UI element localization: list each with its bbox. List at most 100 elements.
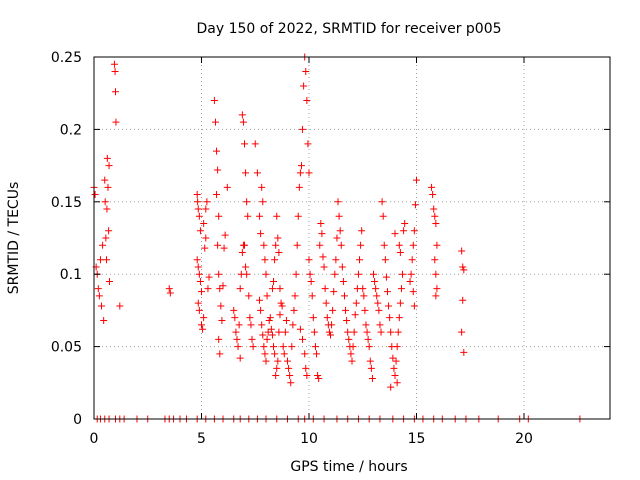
- data-point: [101, 176, 109, 184]
- data-point: [302, 67, 310, 75]
- x-tick-label: 5: [197, 431, 206, 447]
- data-point: [292, 270, 300, 278]
- data-point: [238, 248, 246, 256]
- grid-lines: [94, 56, 610, 419]
- y-tick-label: 0.25: [51, 50, 82, 66]
- data-point: [268, 331, 276, 339]
- data-point: [281, 328, 289, 336]
- data-point: [194, 205, 202, 213]
- axis-ticks: 0 5 10 15 20 0 0.05 0.1 0.15 0.2 0.25: [51, 50, 610, 447]
- data-point: [116, 302, 124, 310]
- data-point: [290, 306, 298, 314]
- data-point: [376, 321, 384, 329]
- data-point: [372, 285, 380, 293]
- data-point: [309, 314, 317, 322]
- data-point: [347, 350, 355, 358]
- data-point: [413, 176, 420, 184]
- data-point: [215, 270, 223, 278]
- data-point: [380, 241, 388, 249]
- data-point: [271, 256, 279, 264]
- data-point: [99, 241, 107, 249]
- data-point: [200, 220, 208, 228]
- data-point: [344, 328, 352, 336]
- data-point: [429, 191, 437, 199]
- data-point: [387, 328, 395, 336]
- data-point: [459, 263, 467, 271]
- data-point: [285, 364, 293, 372]
- data-point: [220, 244, 228, 252]
- data-point: [263, 292, 271, 300]
- data-point: [378, 198, 386, 206]
- data-point: [231, 314, 239, 322]
- data-point: [304, 140, 312, 148]
- data-point: [261, 256, 269, 264]
- data-point: [270, 343, 278, 351]
- data-point: [194, 198, 202, 206]
- data-point: [293, 241, 301, 249]
- data-point: [407, 270, 415, 278]
- data-point: [242, 169, 250, 177]
- data-point: [393, 343, 401, 351]
- data-point: [110, 60, 118, 68]
- data-point: [340, 292, 348, 300]
- data-point: [345, 335, 353, 343]
- data-point: [300, 82, 308, 90]
- data-point: [406, 277, 414, 285]
- data-point: [236, 354, 244, 362]
- data-point: [318, 230, 326, 238]
- data-point: [391, 230, 399, 238]
- data-point: [235, 321, 243, 329]
- data-point: [259, 331, 267, 339]
- data-point: [91, 191, 99, 199]
- data-point: [196, 277, 204, 285]
- data-point: [431, 212, 439, 220]
- data-point: [105, 227, 113, 235]
- data-point: [218, 317, 226, 325]
- data-point: [385, 302, 393, 310]
- data-point: [288, 343, 296, 351]
- data-point: [112, 88, 119, 96]
- data-point: [316, 241, 324, 249]
- data-point: [307, 277, 315, 285]
- data-point: [198, 321, 205, 329]
- data-point: [111, 67, 119, 75]
- data-point: [321, 285, 329, 293]
- data-point: [232, 328, 240, 336]
- data-point: [371, 277, 379, 285]
- data-point: [401, 220, 409, 228]
- data-point: [193, 256, 201, 264]
- data-point: [258, 321, 266, 329]
- data-point: [247, 321, 255, 329]
- data-point: [411, 201, 419, 209]
- data-point: [387, 383, 395, 391]
- data-point: [239, 118, 247, 126]
- data-point: [366, 357, 374, 365]
- data-point: [195, 270, 203, 278]
- data-point: [165, 285, 173, 293]
- data-point: [280, 350, 288, 358]
- plot-frame: [93, 56, 611, 420]
- data-point: [335, 212, 343, 220]
- data-point: [244, 212, 252, 220]
- data-point: [332, 256, 340, 264]
- data-point: [295, 183, 303, 191]
- data-point: [397, 285, 405, 293]
- data-point: [101, 198, 109, 206]
- data-point: [166, 289, 174, 297]
- data-point: [256, 296, 264, 304]
- data-point: [105, 277, 113, 285]
- data-point: [395, 241, 403, 249]
- data-point: [373, 292, 381, 300]
- data-point: [263, 335, 271, 343]
- data-point: [202, 234, 210, 242]
- data-point: [410, 302, 418, 310]
- data-point: [296, 169, 304, 177]
- data-point: [294, 212, 302, 220]
- data-point: [104, 183, 112, 191]
- data-point: [223, 183, 231, 191]
- data-point: [430, 205, 438, 213]
- data-point: [396, 248, 404, 256]
- x-tick-label: 0: [90, 431, 99, 447]
- data-point: [279, 343, 287, 351]
- data-point: [320, 263, 328, 271]
